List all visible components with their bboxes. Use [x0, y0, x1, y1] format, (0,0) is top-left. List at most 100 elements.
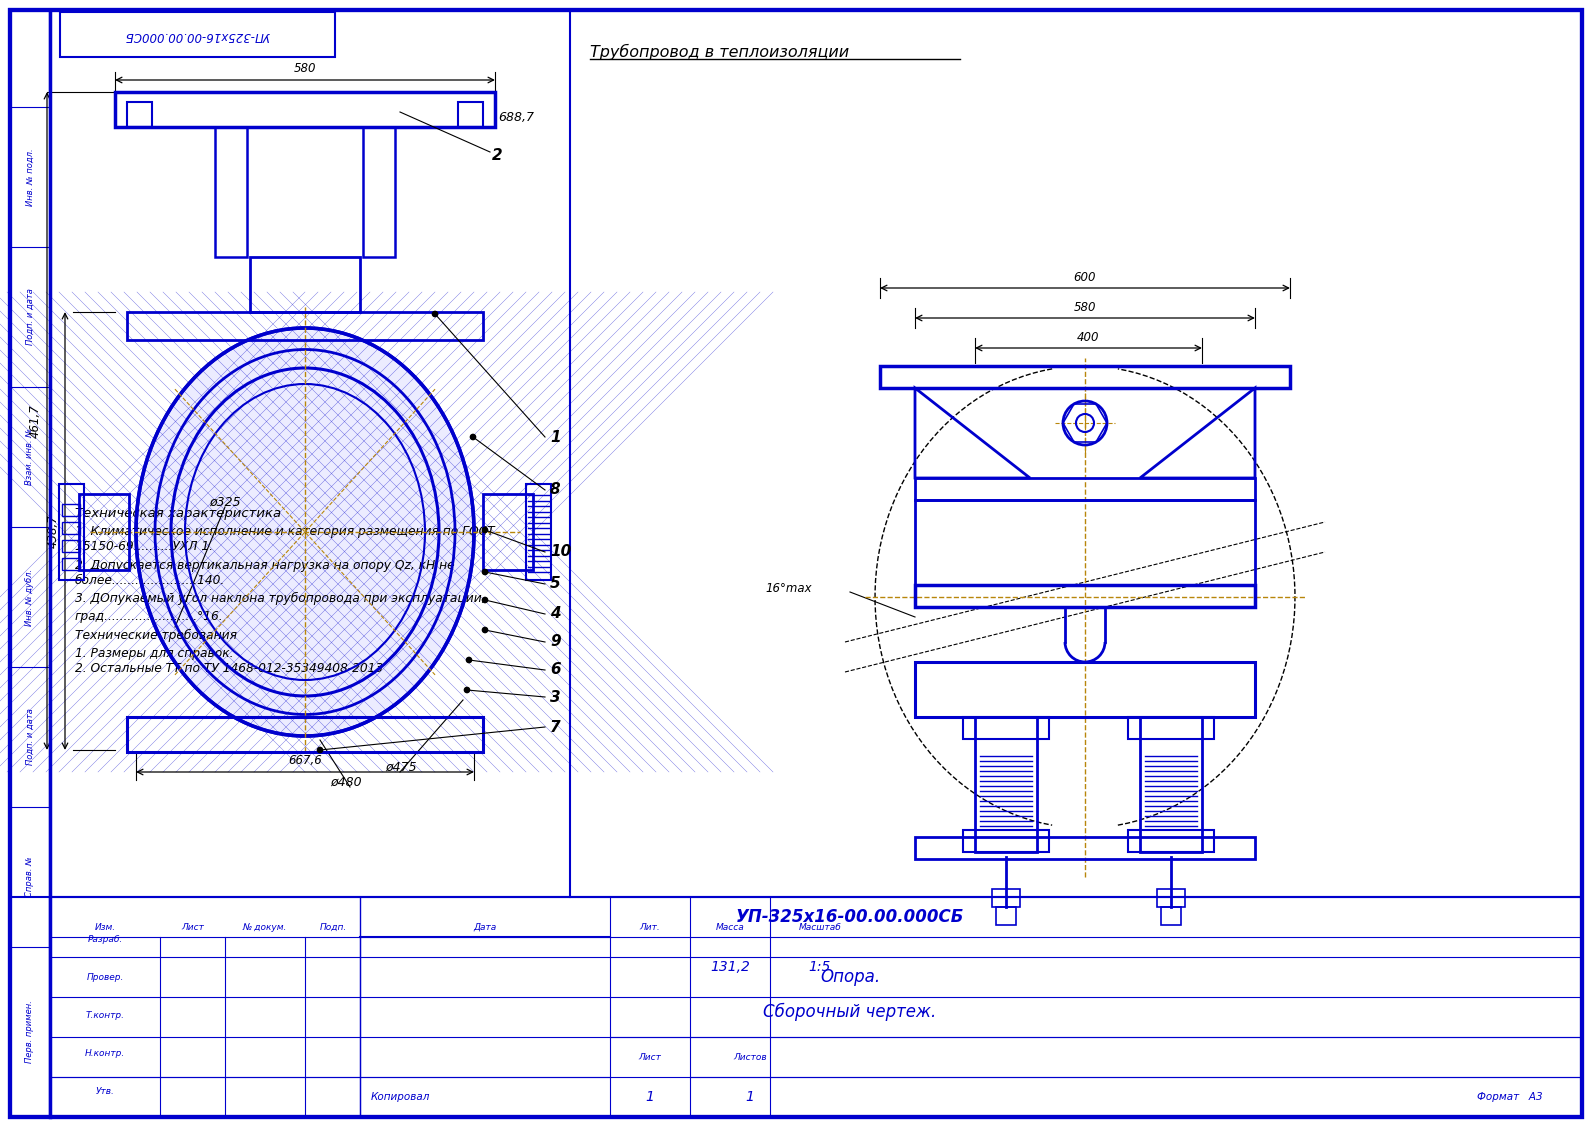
Text: 5: 5 — [549, 577, 560, 592]
Text: 8: 8 — [549, 482, 560, 497]
Text: Подп.: Подп. — [320, 923, 347, 932]
Text: Масштаб: Масштаб — [799, 923, 842, 932]
Text: Разраб.: Разраб. — [88, 935, 123, 944]
Text: № докум.: № докум. — [244, 923, 287, 932]
Text: ø480: ø480 — [330, 777, 361, 789]
Text: ø325: ø325 — [209, 496, 240, 508]
Text: Трубопровод в теплоизоляции: Трубопровод в теплоизоляции — [591, 44, 849, 60]
Bar — [363, 127, 395, 257]
Text: 1. Климатическое исполнение и категория размещения по ГОСТ: 1. Климатическое исполнение и категория … — [75, 525, 495, 538]
Text: 438,7: 438,7 — [48, 514, 60, 548]
Text: 2: 2 — [492, 148, 503, 162]
Text: 1:5: 1:5 — [809, 960, 831, 974]
Text: 4: 4 — [549, 606, 560, 621]
Text: 2. Остальные ТТ по ТУ 1468-012-35349408-2013: 2. Остальные ТТ по ТУ 1468-012-35349408-… — [75, 662, 384, 675]
Circle shape — [433, 311, 438, 317]
Text: 10: 10 — [549, 544, 572, 559]
Text: Инв. № подл.: Инв. № подл. — [25, 148, 35, 206]
Bar — [62, 504, 80, 516]
Text: Взам. инв. №: Взам. инв. № — [25, 428, 35, 486]
Text: Дата: Дата — [473, 923, 497, 932]
Text: Листов: Листов — [734, 1053, 767, 1062]
Text: Копировал: Копировал — [371, 1092, 430, 1102]
Text: более......................140.: более......................140. — [75, 574, 224, 587]
Text: Масса: Масса — [716, 923, 745, 932]
Text: 9: 9 — [549, 635, 560, 649]
Bar — [127, 717, 482, 752]
Bar — [915, 837, 1254, 859]
Text: Утв.: Утв. — [96, 1088, 115, 1097]
Circle shape — [482, 527, 487, 532]
Bar — [963, 829, 1049, 852]
Text: 2. Допускается вертикальная нагрузка на опору Qz, кН не: 2. Допускается вертикальная нагрузка на … — [75, 559, 455, 573]
Bar — [915, 478, 1254, 500]
Bar — [992, 889, 1020, 907]
Text: Техническая характеристика: Техническая характеристика — [75, 507, 282, 520]
Text: 131,2: 131,2 — [710, 960, 750, 974]
Bar — [997, 907, 1016, 925]
Text: Провер.: Провер. — [86, 974, 124, 983]
Bar — [880, 366, 1290, 388]
Circle shape — [317, 747, 323, 753]
Bar — [80, 494, 129, 570]
Bar — [215, 127, 247, 257]
Circle shape — [465, 687, 470, 692]
Text: 1: 1 — [646, 1090, 654, 1104]
Bar — [62, 558, 80, 570]
Text: 15150-69..........УХЛ 1.: 15150-69..........УХЛ 1. — [75, 540, 213, 553]
Bar — [974, 717, 1036, 852]
Text: 1: 1 — [745, 1090, 755, 1104]
Text: 667,6: 667,6 — [288, 754, 322, 767]
Text: 1: 1 — [549, 429, 560, 444]
Text: УП-325х16-00.00.000СБ: УП-325х16-00.00.000СБ — [736, 908, 965, 926]
Text: Справ. №: Справ. № — [25, 857, 35, 897]
Bar — [49, 897, 1582, 1117]
Text: 461,7: 461,7 — [29, 405, 41, 438]
Bar — [1161, 907, 1181, 925]
Bar — [963, 717, 1049, 739]
Bar — [1129, 829, 1215, 852]
Text: 580: 580 — [295, 62, 317, 76]
Text: 3. ДОпукаемый угол наклона трубопровода при эксплуатации,: 3. ДОпукаемый угол наклона трубопровода … — [75, 592, 486, 605]
Text: Подп. и дата: Подп. и дата — [25, 289, 35, 346]
Text: 1. Размеры для справок.: 1. Размеры для справок. — [75, 647, 234, 660]
Text: 688,7: 688,7 — [498, 110, 533, 124]
Bar — [250, 257, 360, 312]
Circle shape — [482, 597, 487, 603]
Bar — [127, 103, 151, 127]
Text: Н.контр.: Н.контр. — [84, 1049, 126, 1058]
Circle shape — [466, 657, 471, 663]
Bar — [915, 662, 1254, 717]
Text: 7: 7 — [549, 719, 560, 735]
Text: Т.контр.: Т.контр. — [86, 1012, 124, 1021]
Bar — [115, 92, 495, 127]
Text: 580: 580 — [1073, 301, 1097, 314]
Text: Подп. и дата: Подп. и дата — [25, 709, 35, 765]
Bar — [1157, 889, 1184, 907]
Bar — [458, 103, 482, 127]
Text: 400: 400 — [1078, 331, 1100, 344]
Text: град........................°16.: град........................°16. — [75, 610, 223, 623]
Bar — [62, 540, 80, 552]
Text: 6: 6 — [549, 663, 560, 677]
Text: УП-325х16-00.00.000СБ: УП-325х16-00.00.000СБ — [124, 28, 269, 42]
Bar — [62, 522, 80, 534]
Text: Сборочный чертеж.: Сборочный чертеж. — [764, 1003, 936, 1021]
Bar — [525, 483, 551, 580]
Bar — [915, 585, 1254, 607]
Circle shape — [482, 569, 487, 575]
Bar — [482, 494, 533, 570]
Text: Лит.: Лит. — [640, 923, 661, 932]
Text: Технические требования: Технические требования — [75, 629, 237, 642]
Bar — [127, 312, 482, 340]
Text: Перв. примен.: Перв. примен. — [25, 1001, 35, 1064]
Bar — [59, 483, 84, 580]
Text: 600: 600 — [1073, 270, 1097, 284]
Text: Опора.: Опора. — [820, 968, 880, 986]
Text: 3: 3 — [549, 690, 560, 704]
Bar — [1129, 717, 1215, 739]
Bar — [60, 12, 334, 57]
Ellipse shape — [135, 328, 474, 736]
Bar — [915, 500, 1254, 585]
Circle shape — [482, 628, 487, 632]
